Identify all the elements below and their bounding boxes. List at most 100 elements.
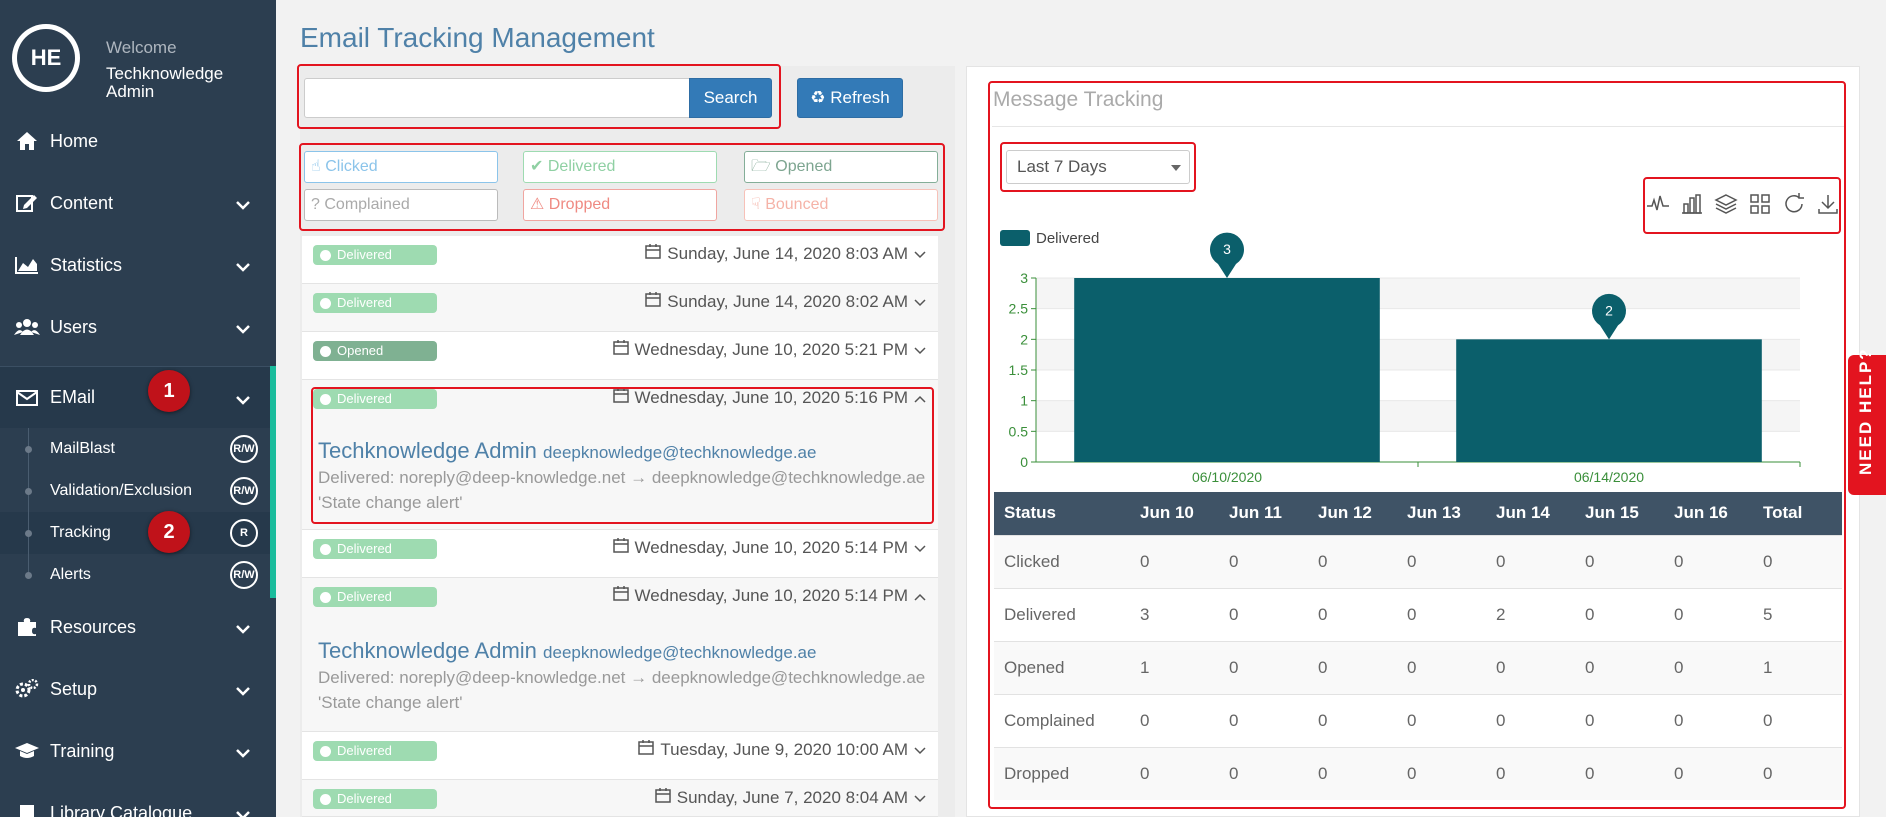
filter-bounced[interactable]: ☟ Bounced: [744, 189, 938, 221]
status-cell: Opened: [994, 640, 1130, 694]
bar-chart-icon[interactable]: [1680, 192, 1704, 216]
recipient-name: Techknowledge Admin: [318, 638, 537, 663]
count-cell: 0: [1130, 534, 1219, 588]
delivery-detail: Delivered: noreply@deep-knowledge.net → …: [318, 668, 926, 687]
calendar-icon: [612, 537, 629, 558]
filter-opened[interactable]: 🗁 Opened: [744, 151, 938, 183]
line-chart-icon[interactable]: [1646, 192, 1670, 216]
table-row: Clicked 0 0 0 0 0 0 0 0: [994, 534, 1842, 588]
sidebar-subitem-tracking[interactable]: Tracking R: [0, 512, 270, 554]
status-badge: Opened: [313, 341, 437, 361]
count-cell: 0: [1575, 534, 1664, 588]
count-cell: 0: [1664, 693, 1753, 747]
sidebar-item-users[interactable]: Users: [0, 296, 270, 358]
book-icon: [14, 803, 40, 817]
message-row[interactable]: Delivered Sunday, June 7, 2020 8:04 AM: [302, 780, 938, 817]
sidebar-item-email[interactable]: EMail: [0, 366, 270, 428]
table-header-cell: Jun 13: [1397, 492, 1486, 535]
sidebar-item-statistics[interactable]: Statistics: [0, 234, 270, 296]
count-cell: 0: [1575, 693, 1664, 747]
message-subject: 'State change alert': [318, 493, 463, 512]
filter-delivered[interactable]: ✔ Delivered: [523, 151, 717, 183]
count-cell: 0: [1397, 746, 1486, 800]
bullet-icon: [25, 572, 32, 579]
filter-clicked[interactable]: ☝ Clicked: [304, 151, 498, 183]
delivered-bar-chart: Delivered 0 0.5 1 1.5 2 2.5 3 3 06/10/2020 2 06/14/…: [1000, 230, 1801, 485]
sidebar-item-content[interactable]: Content: [0, 172, 270, 234]
message-row-expanded[interactable]: Delivered Wednesday, June 10, 2020 5:16 …: [302, 380, 938, 530]
search-button[interactable]: Search: [689, 78, 772, 118]
data-label: 3: [1223, 241, 1231, 257]
filter-label: Clicked: [325, 158, 378, 175]
count-cell: 0: [1308, 534, 1397, 588]
sidebar-subitem-alerts[interactable]: Alerts R/W: [0, 554, 270, 596]
count-cell: 0: [1308, 746, 1397, 800]
message-row[interactable]: Opened Wednesday, June 10, 2020 5:21 PM: [302, 332, 938, 380]
chevron-up-icon: [914, 388, 926, 408]
need-help-tab[interactable]: NEED HELP?: [1848, 347, 1886, 495]
divider: [992, 126, 1846, 127]
search-input[interactable]: [304, 78, 690, 118]
legend-label: Delivered: [1036, 230, 1099, 247]
permission-badge: R/W: [230, 561, 258, 589]
y-tick-label: 2: [1020, 331, 1028, 347]
refresh-icon[interactable]: [1782, 192, 1806, 216]
message-row[interactable]: Delivered Sunday, June 14, 2020 8:03 AM: [302, 236, 938, 284]
recipient-name: Techknowledge Admin: [318, 438, 537, 463]
chevron-down-icon: [236, 742, 250, 763]
users-icon: [14, 318, 40, 336]
chevron-down-icon: [914, 538, 926, 558]
message-date: Sunday, June 14, 2020 8:03 AM: [645, 243, 926, 264]
sidebar-item-label: Setup: [50, 678, 98, 699]
message-row[interactable]: Delivered Wednesday, June 10, 2020 5:14 …: [302, 530, 938, 578]
count-cell: 0: [1664, 587, 1753, 641]
filter-complained[interactable]: ? Complained: [304, 189, 498, 221]
count-cell: 0: [1753, 746, 1842, 800]
count-cell: 0: [1486, 534, 1575, 588]
filter-dropped[interactable]: ⚠ Dropped: [523, 189, 717, 221]
sidebar-item-library-catalogue[interactable]: Library Catalogue: [0, 782, 270, 817]
grid-icon[interactable]: [1748, 192, 1772, 216]
count-cell: 0: [1397, 534, 1486, 588]
sidebar-item-resources[interactable]: Resources: [0, 596, 270, 658]
count-cell: 0: [1664, 534, 1753, 588]
count-cell: 0: [1486, 640, 1575, 694]
delivery-detail: Delivered: noreply@deep-knowledge.net → …: [318, 468, 926, 487]
sidebar-subitem-mailblast[interactable]: MailBlast R/W: [0, 428, 270, 470]
count-cell: 0: [1308, 693, 1397, 747]
count-cell: 0: [1575, 640, 1664, 694]
chart-toolbar: [1646, 192, 1840, 216]
sidebar-subitem-validation[interactable]: Validation/Exclusion R/W: [0, 470, 270, 512]
sidebar-item-setup[interactable]: Setup: [0, 658, 270, 720]
sidebar-item-training[interactable]: Training: [0, 720, 270, 782]
message-row[interactable]: Delivered Tuesday, June 9, 2020 10:00 AM: [302, 732, 938, 780]
count-cell: 3: [1130, 587, 1219, 641]
count-cell: 0: [1130, 746, 1219, 800]
count-cell: 0: [1397, 640, 1486, 694]
message-row[interactable]: Delivered Sunday, June 14, 2020 8:02 AM: [302, 284, 938, 332]
count-cell: 0: [1664, 746, 1753, 800]
y-tick-label: 1.5: [1009, 362, 1029, 378]
warning-icon: ⚠: [530, 196, 545, 213]
date-range-select[interactable]: Last 7 Days: [1006, 150, 1190, 184]
permission-badge: R/W: [230, 435, 258, 463]
stack-icon[interactable]: [1714, 192, 1738, 216]
sidebar-subitem-label: Alerts: [50, 566, 91, 583]
sidebar-subitem-label: MailBlast: [50, 440, 115, 457]
count-cell: 0: [1219, 587, 1308, 641]
message-row-expanded[interactable]: Delivered Wednesday, June 10, 2020 5:14 …: [302, 578, 938, 732]
table-row: Dropped 0 0 0 0 0 0 0 0: [994, 746, 1842, 800]
message-date-text: Sunday, June 14, 2020 8:02 AM: [667, 291, 908, 311]
chevron-up-icon: [914, 586, 926, 606]
bar: [1074, 278, 1380, 462]
download-icon[interactable]: [1816, 192, 1840, 216]
avatar[interactable]: HE: [12, 24, 80, 92]
check-icon: ✔: [530, 158, 544, 175]
count-cell: 0: [1397, 693, 1486, 747]
refresh-button[interactable]: ♻ Refresh: [797, 78, 903, 118]
sidebar-subitem-label: Validation/Exclusion: [50, 482, 193, 499]
calendar-icon: [612, 585, 629, 606]
active-section-indicator: [270, 366, 276, 598]
sidebar-item-home[interactable]: Home: [0, 110, 270, 172]
status-cell: Delivered: [994, 587, 1130, 641]
